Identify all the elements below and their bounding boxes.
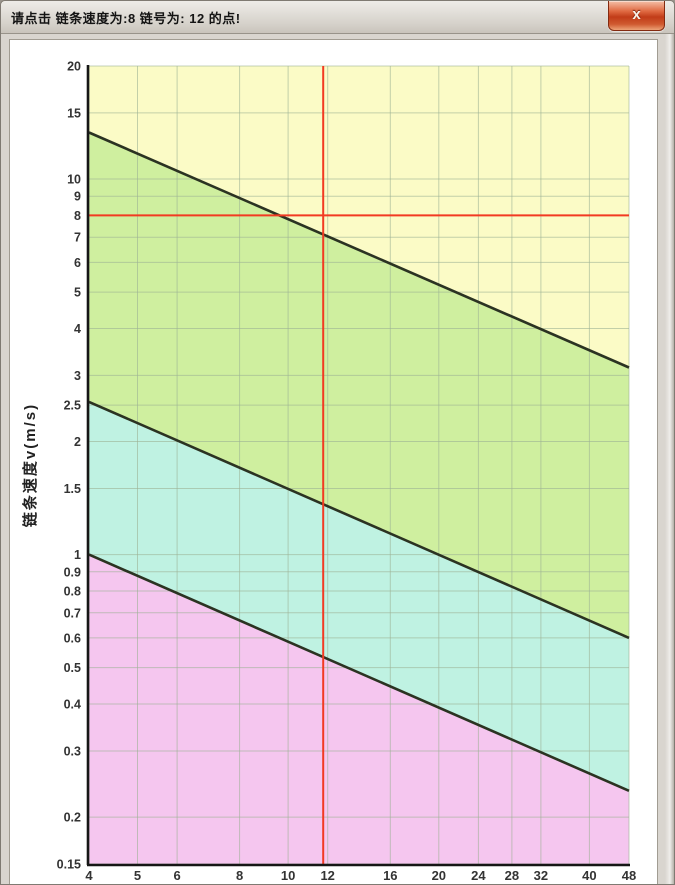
- y-tick-label-4: 4: [74, 322, 81, 336]
- y-tick-label-5: 5: [74, 286, 81, 300]
- x-tick-label-20: 20: [432, 868, 446, 883]
- y-tick-label-7: 7: [74, 231, 81, 245]
- zone-boundary-middle: [88, 400, 630, 640]
- window-right-frame: [665, 34, 674, 884]
- y-tick-label-0.4: 0.4: [64, 698, 81, 712]
- y-tick-label-0.3: 0.3: [64, 745, 81, 759]
- y-tick-label-8: 8: [74, 209, 81, 223]
- x-tick-label-28: 28: [505, 868, 519, 883]
- y-tick-label-0.7: 0.7: [64, 606, 81, 620]
- y-tick-label-2: 2: [74, 435, 81, 449]
- x-tick-label-12: 12: [320, 868, 334, 883]
- y-tick-label-0.9: 0.9: [64, 565, 81, 579]
- y-tick-label-0.5: 0.5: [64, 661, 81, 675]
- y-tick-label-1: 1: [74, 548, 81, 562]
- x-tick-label-16: 16: [383, 868, 397, 883]
- y-tick-label-3: 3: [74, 369, 81, 383]
- x-tick-label-48: 48: [622, 868, 636, 883]
- titlebar[interactable]: 请点击 链条速度为:8 链号为: 12 的点! x: [1, 1, 674, 34]
- y-tick-label-20: 20: [67, 60, 81, 74]
- y-tick-label-2.5: 2.5: [64, 399, 81, 413]
- close-button[interactable]: x: [608, 1, 665, 31]
- x-tick-label-6: 6: [173, 868, 180, 883]
- x-tick-label-8: 8: [236, 868, 243, 883]
- x-tick-label-10: 10: [281, 868, 295, 883]
- y-axis-title: 链条速度v(m/s): [21, 403, 39, 527]
- y-tick-label-0.2: 0.2: [64, 811, 81, 825]
- y-tick-label-15: 15: [67, 106, 81, 120]
- window-title: 请点击 链条速度为:8 链号为: 12 的点!: [11, 11, 241, 26]
- x-tick-label-32: 32: [534, 868, 548, 883]
- y-tick-label-0.8: 0.8: [64, 585, 81, 599]
- x-tick-label-40: 40: [582, 868, 596, 883]
- y-tick-label-9: 9: [74, 190, 81, 204]
- x-tick-label-24: 24: [471, 868, 486, 883]
- y-tick-label-10: 10: [67, 173, 81, 187]
- y-tick-label-1.5: 1.5: [64, 482, 81, 496]
- x-tick-label-4: 4: [85, 868, 93, 883]
- region-lower-mid: [89, 401, 629, 791]
- zone-boundary-lower: [88, 553, 630, 792]
- region-upper-mid: [89, 132, 629, 638]
- y-tick-label-0.15: 0.15: [57, 858, 81, 872]
- x-tick-label-5: 5: [134, 868, 141, 883]
- close-icon: x: [632, 6, 641, 23]
- y-tick-label-6: 6: [74, 256, 81, 270]
- y-tick-label-0.6: 0.6: [64, 631, 81, 645]
- zone-boundary-upper: [88, 131, 630, 369]
- region-bottom: [89, 554, 629, 864]
